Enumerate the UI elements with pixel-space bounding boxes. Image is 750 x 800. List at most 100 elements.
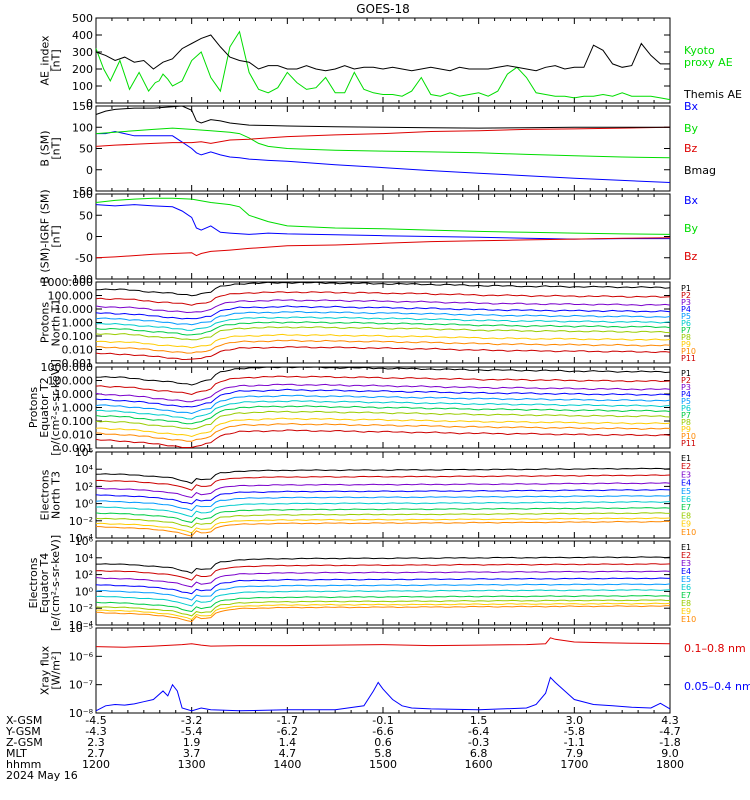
footer-value: -0.1 (372, 714, 393, 727)
y-tick-label: 10⁻⁸ (69, 707, 94, 720)
legend-label-e10: E10 (681, 615, 696, 624)
footer-value: 1300 (178, 758, 206, 771)
footer-value: -1.8 (659, 736, 680, 749)
y-tick-label: 0.010 (62, 429, 94, 442)
footer-value: 1.4 (279, 736, 297, 749)
y-tick-label: 10⁻⁵ (69, 622, 93, 635)
y-axis-label: [nT] (50, 137, 63, 159)
y-tick-label: 0 (86, 97, 93, 110)
legend-label-e3: E3 (681, 559, 691, 568)
legend-label: By (684, 222, 699, 235)
y-tick-label: 0.010 (62, 344, 94, 357)
channel-line-p6 (95, 316, 671, 331)
channel-line-p9 (95, 333, 671, 349)
legend-label-e8: E8 (681, 599, 691, 608)
channel-line-p1 (95, 281, 671, 297)
footer-value: -4.7 (659, 725, 680, 738)
y-tick-label: 10² (75, 480, 93, 493)
y-tick-label: 100.000 (48, 290, 94, 303)
legend-label-p8: P8 (681, 333, 691, 342)
y-axis-label: Xray flux (39, 645, 52, 695)
legend-label-e10: E10 (681, 528, 696, 537)
channel-line-p10 (95, 339, 671, 354)
channel-line-p10 (95, 422, 671, 442)
series-line-by (95, 197, 671, 235)
y-tick-label: 150 (72, 100, 93, 113)
y-axis-label: North T1 (50, 299, 63, 347)
channel-line-e3 (95, 482, 671, 499)
footer-value: 1500 (369, 758, 397, 771)
y-axis-label: North T3 (50, 471, 63, 519)
legend-label: Bx (684, 194, 699, 207)
y-tick-label: 100.000 (48, 375, 94, 388)
y-axis-label: B (SM) (39, 130, 52, 166)
legend-label: Kyoto (684, 44, 715, 57)
y-axis-label: [p/(cm²-s-sr-keV)] (49, 359, 62, 456)
footer-value: -1.1 (564, 736, 585, 749)
footer-value: 3.7 (183, 747, 201, 760)
channel-line-p2 (95, 375, 671, 396)
channel-line-p9 (95, 417, 671, 438)
legend-label: 0.1–0.8 nm (684, 642, 746, 655)
series-line-bz (95, 126, 671, 147)
y-axis-label: [e/(cm²-s-sr-keV)] (49, 535, 62, 631)
legend-label-p11: P11 (681, 354, 696, 363)
footer-value: -4.5 (85, 714, 106, 727)
panel-frame-xray (95, 627, 671, 714)
y-tick-label: 1000.000 (41, 276, 94, 289)
channel-line-p2 (95, 291, 671, 306)
channel-line-e1 (95, 467, 671, 484)
series-line-bz (95, 237, 671, 259)
channel-line-p6 (95, 400, 671, 420)
legend-label-p8: P8 (681, 418, 691, 427)
y-tick-label: 10⁴ (75, 463, 94, 476)
channel-line-e4 (95, 488, 671, 505)
y-tick-label: 10⁻² (69, 602, 93, 615)
legend-label-p4: P4 (681, 305, 691, 314)
series-line-0-1-0-8-nm (95, 637, 671, 648)
legend-label-p10: P10 (681, 432, 696, 441)
y-axis-label: Electrons (27, 557, 40, 608)
channel-line-e2 (95, 474, 671, 491)
channel-line-e8 (95, 599, 671, 617)
footer-value: 4.7 (279, 747, 297, 760)
legend-label-e1: E1 (681, 543, 691, 552)
y-tick-label: 0.001 (62, 442, 94, 455)
legend-label-p10: P10 (681, 347, 696, 356)
series-line-0-05-0-4-nm (95, 676, 671, 712)
y-tick-label: 100 (72, 80, 93, 93)
y-tick-label: 0 (86, 231, 93, 244)
legend-label-e9: E9 (681, 607, 691, 616)
channel-line-e6 (95, 589, 671, 607)
y-tick-label: 0.100 (62, 415, 94, 428)
channel-line-e10 (95, 520, 671, 537)
y-tick-label: 10⁻⁴ (69, 532, 94, 545)
legend-label-p3: P3 (681, 298, 691, 307)
legend-label-e6: E6 (681, 495, 691, 504)
channel-line-e5 (95, 495, 671, 512)
legend-label-p3: P3 (681, 383, 691, 392)
y-tick-label: -100 (68, 273, 93, 286)
y-axis-label: Protons (27, 387, 40, 428)
y-tick-label: 10⁰ (75, 498, 94, 511)
legend-label-p2: P2 (681, 291, 691, 300)
y-axis-label: B (SM)-IGRF (SM) (39, 189, 52, 283)
footer-value: -6.2 (277, 725, 298, 738)
footer-value: -1.7 (277, 714, 298, 727)
channel-line-e10 (95, 605, 671, 623)
legend-label-e4: E4 (681, 479, 691, 488)
footer-row-label: X-GSM (6, 714, 42, 727)
channel-line-p11 (95, 346, 671, 361)
y-tick-label: 0.100 (62, 330, 94, 343)
legend-label-e6: E6 (681, 583, 691, 592)
y-tick-label: 10² (75, 569, 93, 582)
channel-line-e4 (95, 577, 671, 595)
y-tick-label: 1000.000 (41, 361, 94, 374)
legend-label-e2: E2 (681, 462, 691, 471)
y-tick-label: 500 (72, 12, 93, 25)
legend-label-p1: P1 (681, 369, 691, 378)
y-tick-label: 10.000 (55, 303, 94, 316)
footer-value: 3.0 (566, 714, 584, 727)
y-axis-label: [nT] (50, 49, 63, 71)
